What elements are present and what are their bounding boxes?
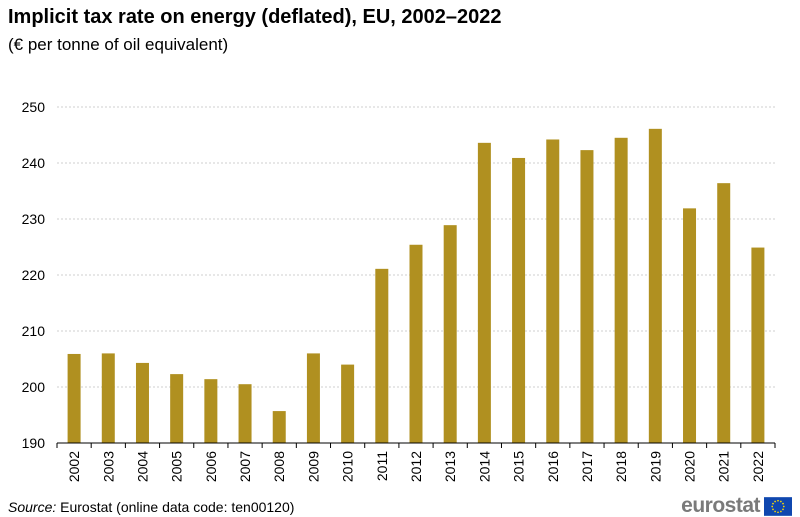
y-tick-label: 210 (22, 323, 46, 339)
source-text: Eurostat (online data code: ten00120) (56, 499, 295, 515)
x-tick-label: 2014 (476, 451, 492, 482)
x-tick-label: 2020 (682, 451, 698, 482)
chart-title: Implicit tax rate on energy (deflated), … (8, 6, 502, 28)
flag-star (782, 502, 784, 504)
x-tick-label: 2007 (237, 451, 253, 482)
logo-text: eurostat (681, 494, 760, 517)
x-tick-label: 2015 (511, 451, 527, 482)
flag-background (764, 496, 792, 516)
x-tick-label: 2019 (647, 451, 663, 482)
flag-star (774, 500, 776, 502)
y-tick-label: 190 (22, 435, 46, 451)
x-tick-label: 2016 (545, 451, 561, 482)
flag-star (782, 508, 784, 510)
x-tick-label: 2022 (750, 451, 766, 482)
chart-subtitle: (€ per tonne of oil equivalent) (8, 35, 229, 54)
flag-star (774, 510, 776, 512)
bar (580, 150, 594, 443)
x-tick-label: 2011 (374, 451, 390, 481)
bar (717, 183, 731, 443)
flag-star (777, 499, 779, 502)
bar (614, 137, 628, 444)
bar (67, 353, 81, 443)
bar (375, 268, 389, 443)
x-tick-label: 2008 (271, 451, 287, 482)
flag-star (780, 500, 782, 502)
y-tick-label: 250 (22, 99, 46, 115)
x-tick-label: 2018 (613, 451, 629, 482)
eu-flag-icon (764, 496, 792, 516)
x-tick-label: 2005 (169, 451, 185, 482)
bar (101, 353, 115, 443)
eurostat-logo: eurostat (681, 494, 792, 517)
x-tick-label: 2006 (203, 451, 219, 482)
bar (477, 142, 491, 443)
bar (751, 247, 765, 443)
bar (135, 362, 149, 443)
bar (238, 384, 252, 443)
x-tick-label: 2009 (305, 451, 321, 482)
bar (272, 411, 286, 443)
x-tick-label: 2012 (408, 451, 424, 482)
bar (443, 225, 457, 443)
flag-star (772, 508, 774, 510)
flag-star (771, 505, 774, 507)
x-tick-label: 2017 (579, 451, 595, 482)
flag-star (782, 505, 785, 507)
bar (341, 364, 355, 443)
bar (409, 244, 423, 443)
flag-star (780, 510, 782, 512)
bar (683, 208, 697, 443)
x-tick-label: 2003 (100, 451, 116, 482)
bar (546, 139, 560, 444)
x-tick-label: 2002 (66, 451, 82, 482)
flag-star (772, 502, 774, 504)
y-tick-label: 230 (22, 211, 46, 227)
bar (512, 157, 526, 443)
y-tick-label: 220 (22, 267, 46, 283)
x-tick-label: 2004 (134, 451, 150, 482)
y-tick-label: 240 (22, 155, 46, 171)
source-note: Source: Eurostat (online data code: ten0… (8, 499, 294, 515)
x-tick-label: 2010 (340, 451, 356, 482)
source-label: Source: (8, 499, 57, 515)
y-tick-label: 200 (22, 379, 46, 395)
flag-star (777, 510, 779, 513)
x-tick-label: 2013 (442, 451, 458, 482)
bar (648, 128, 662, 443)
bar (170, 374, 184, 443)
x-tick-label: 2021 (716, 451, 732, 482)
bar (204, 379, 218, 443)
bar (306, 353, 320, 443)
